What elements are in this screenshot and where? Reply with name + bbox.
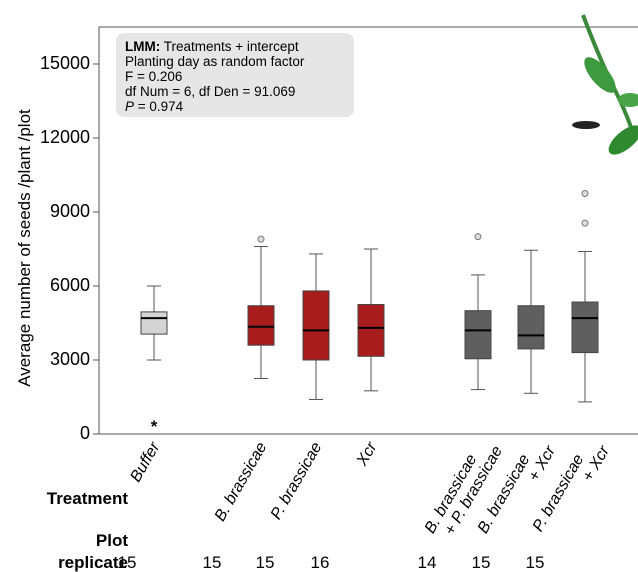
label-line: P. brassicae (268, 439, 326, 522)
y-tick-label: 12000 (40, 127, 90, 147)
significance-mark: * (151, 417, 158, 436)
label-line: B. brassicae (212, 439, 271, 524)
replicate: 14 (418, 553, 437, 572)
plant-illustration (572, 14, 638, 155)
y-tick-label: 15000 (40, 53, 90, 73)
label-line: Buffer (127, 439, 163, 485)
x-tick-label: P. brassicae (268, 439, 326, 522)
stats-text: Treatments + intercept (160, 39, 299, 54)
outlier (474, 233, 482, 241)
stats-bold: LMM: (125, 39, 160, 54)
y-tick-label: 9000 (50, 201, 90, 221)
stats-line: LMM: Treatments + intercept (125, 39, 299, 54)
box (357, 304, 385, 357)
outlier (257, 235, 265, 243)
row-label: Plot (96, 531, 128, 550)
y-tick-label: 6000 (50, 275, 90, 295)
row-label: replicate (58, 553, 128, 572)
p-symbol: P (125, 99, 134, 114)
box (464, 310, 492, 360)
replicate: 15 (118, 553, 137, 572)
replicate: 16 (311, 553, 330, 572)
replicate: 15 (472, 553, 491, 572)
stats-line: P = 0.974 (125, 99, 184, 114)
box (140, 311, 168, 335)
stats-box (116, 33, 354, 117)
outlier (581, 190, 589, 197)
x-tick-label: Xcr (353, 439, 381, 470)
p-text: = 0.974 (134, 99, 184, 114)
y-tick-label: 0 (80, 423, 90, 443)
y-tick-label: 3000 (50, 349, 90, 369)
box (247, 305, 275, 346)
stats-line: df Num = 6, df Den = 91.069 (125, 84, 295, 99)
outlier (581, 219, 589, 227)
box (517, 305, 545, 350)
replicate: 15 (526, 553, 545, 572)
replicate: 15 (256, 553, 275, 572)
box (302, 290, 330, 361)
row-label: Treatment (47, 489, 129, 508)
label-line: Xcr (353, 439, 381, 470)
box (571, 301, 599, 354)
y-axis-title: Average number of seeds /plant /plot (15, 109, 34, 387)
x-tick-label: Buffer (127, 439, 163, 485)
replicate: 15 (203, 553, 222, 572)
x-tick-label: B. brassicae (212, 439, 271, 524)
stats-line: Planting day as random factor (125, 54, 305, 69)
stats-line: F = 0.206 (125, 69, 182, 84)
